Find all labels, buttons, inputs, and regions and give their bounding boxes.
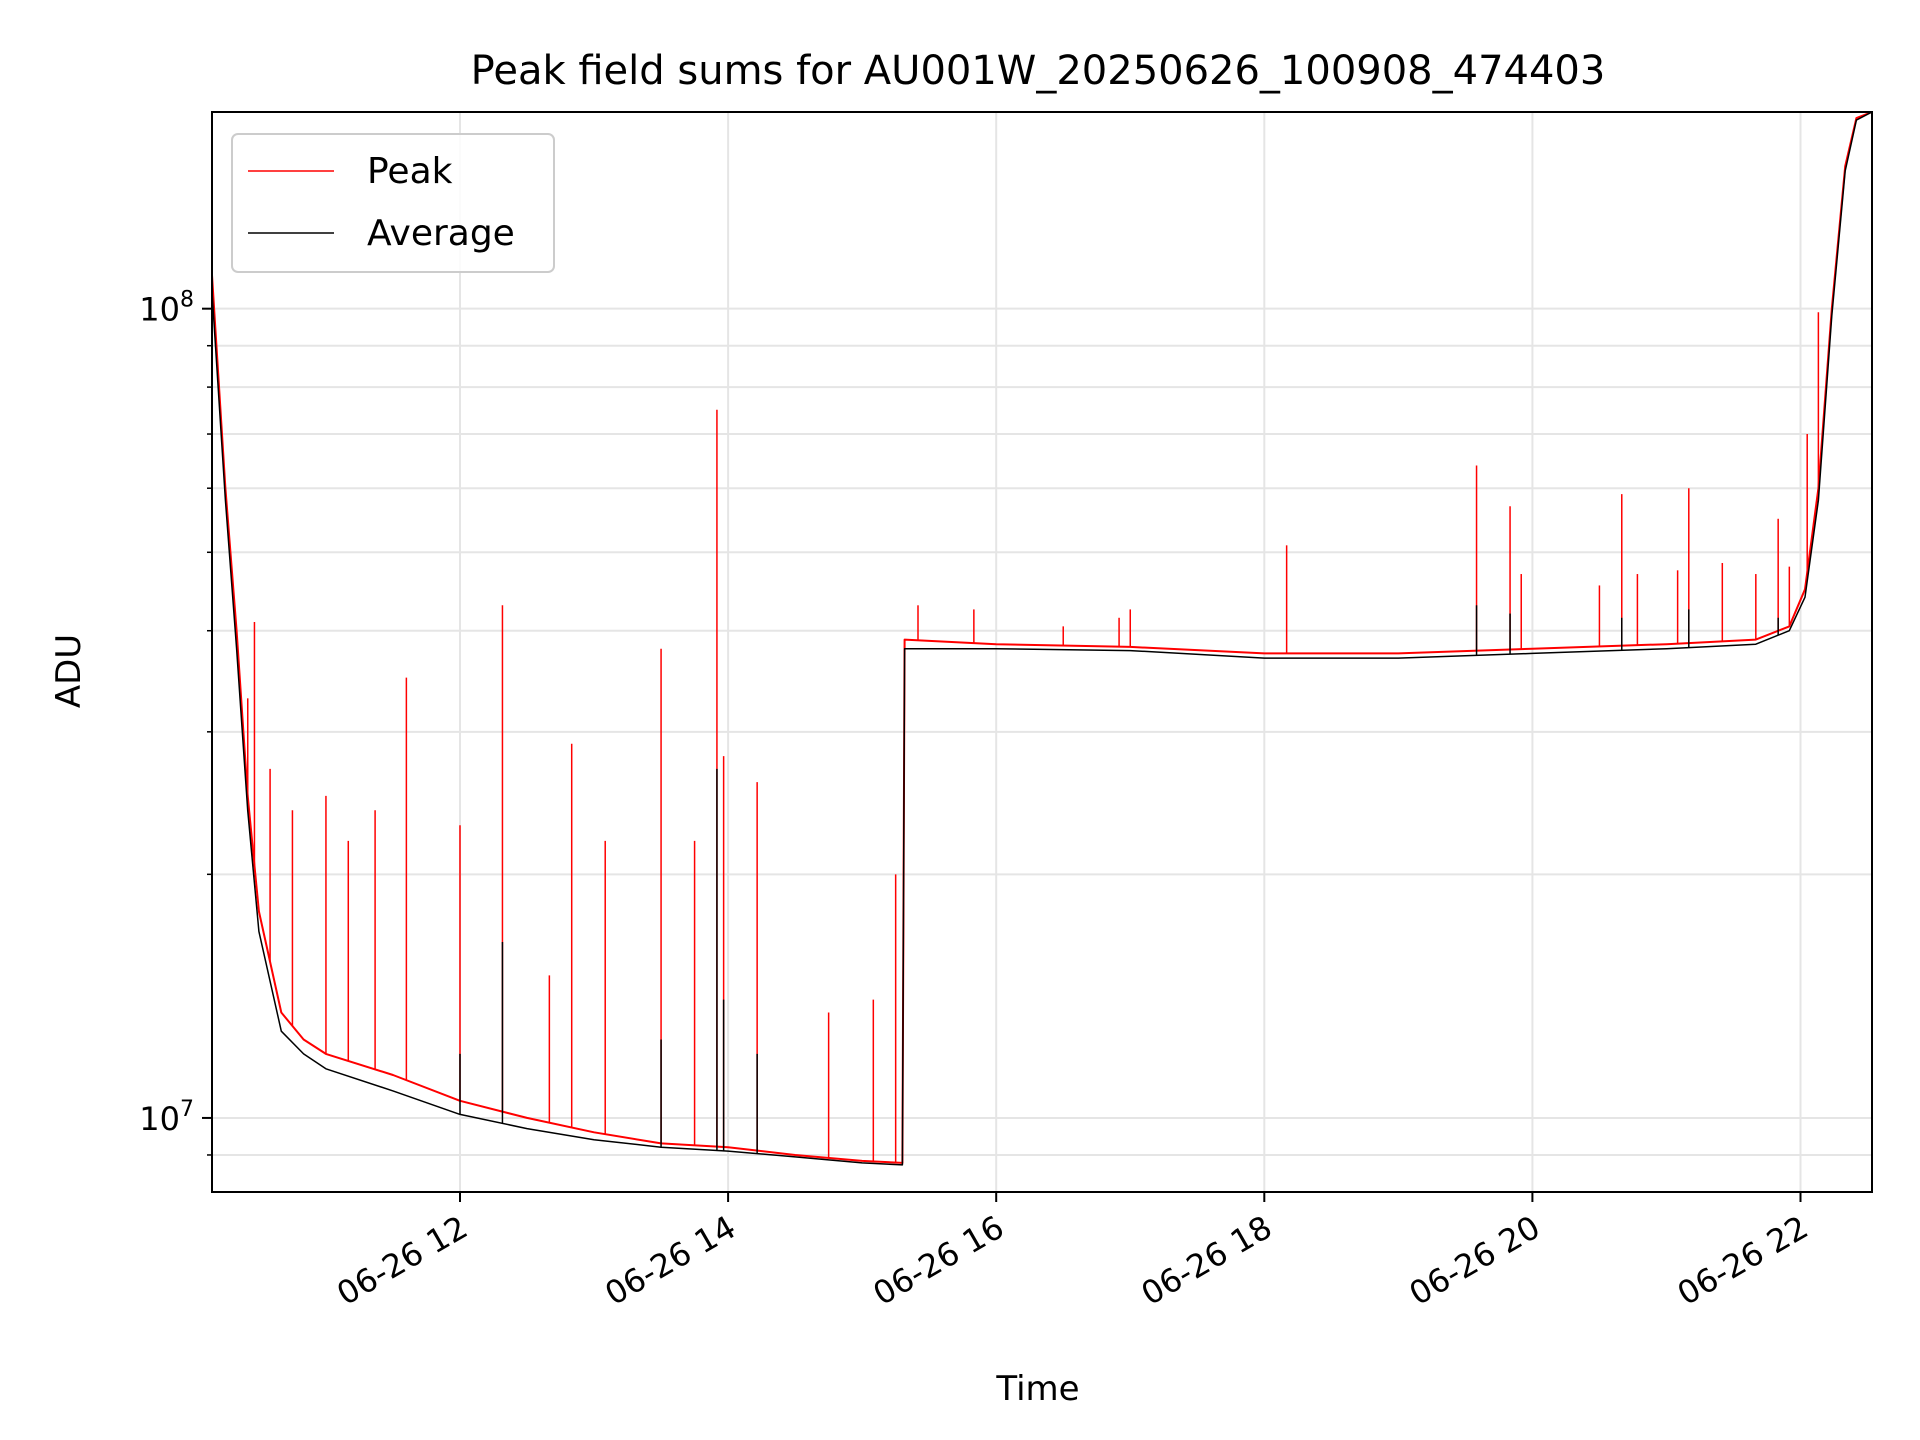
series-layer bbox=[211, 111, 1873, 1166]
y-tick-label: 107 bbox=[139, 1097, 194, 1138]
legend-label-average: Average bbox=[367, 213, 515, 254]
y-tick-label: 108 bbox=[139, 288, 194, 329]
y-tick-label-base: 10 bbox=[139, 291, 180, 329]
series-peak-line bbox=[211, 111, 1873, 1164]
plot-frame bbox=[211, 111, 1873, 1193]
y-tick-label-exponent: 7 bbox=[180, 1097, 194, 1122]
legend-label-peak: Peak bbox=[367, 151, 453, 192]
grid-lines bbox=[212, 112, 1872, 1192]
x-axis-label: Time bbox=[995, 1369, 1079, 1409]
legend-box bbox=[231, 133, 555, 273]
y-tick-label-base: 10 bbox=[139, 1100, 180, 1138]
y-tick-label-exponent: 8 bbox=[180, 288, 194, 313]
legend: Peak Average bbox=[231, 133, 555, 273]
y-axis-label: ADU bbox=[49, 634, 89, 708]
series-average-line bbox=[211, 111, 1873, 1166]
chart-title: Peak field sums for AU001W_20250626_1009… bbox=[471, 48, 1606, 94]
